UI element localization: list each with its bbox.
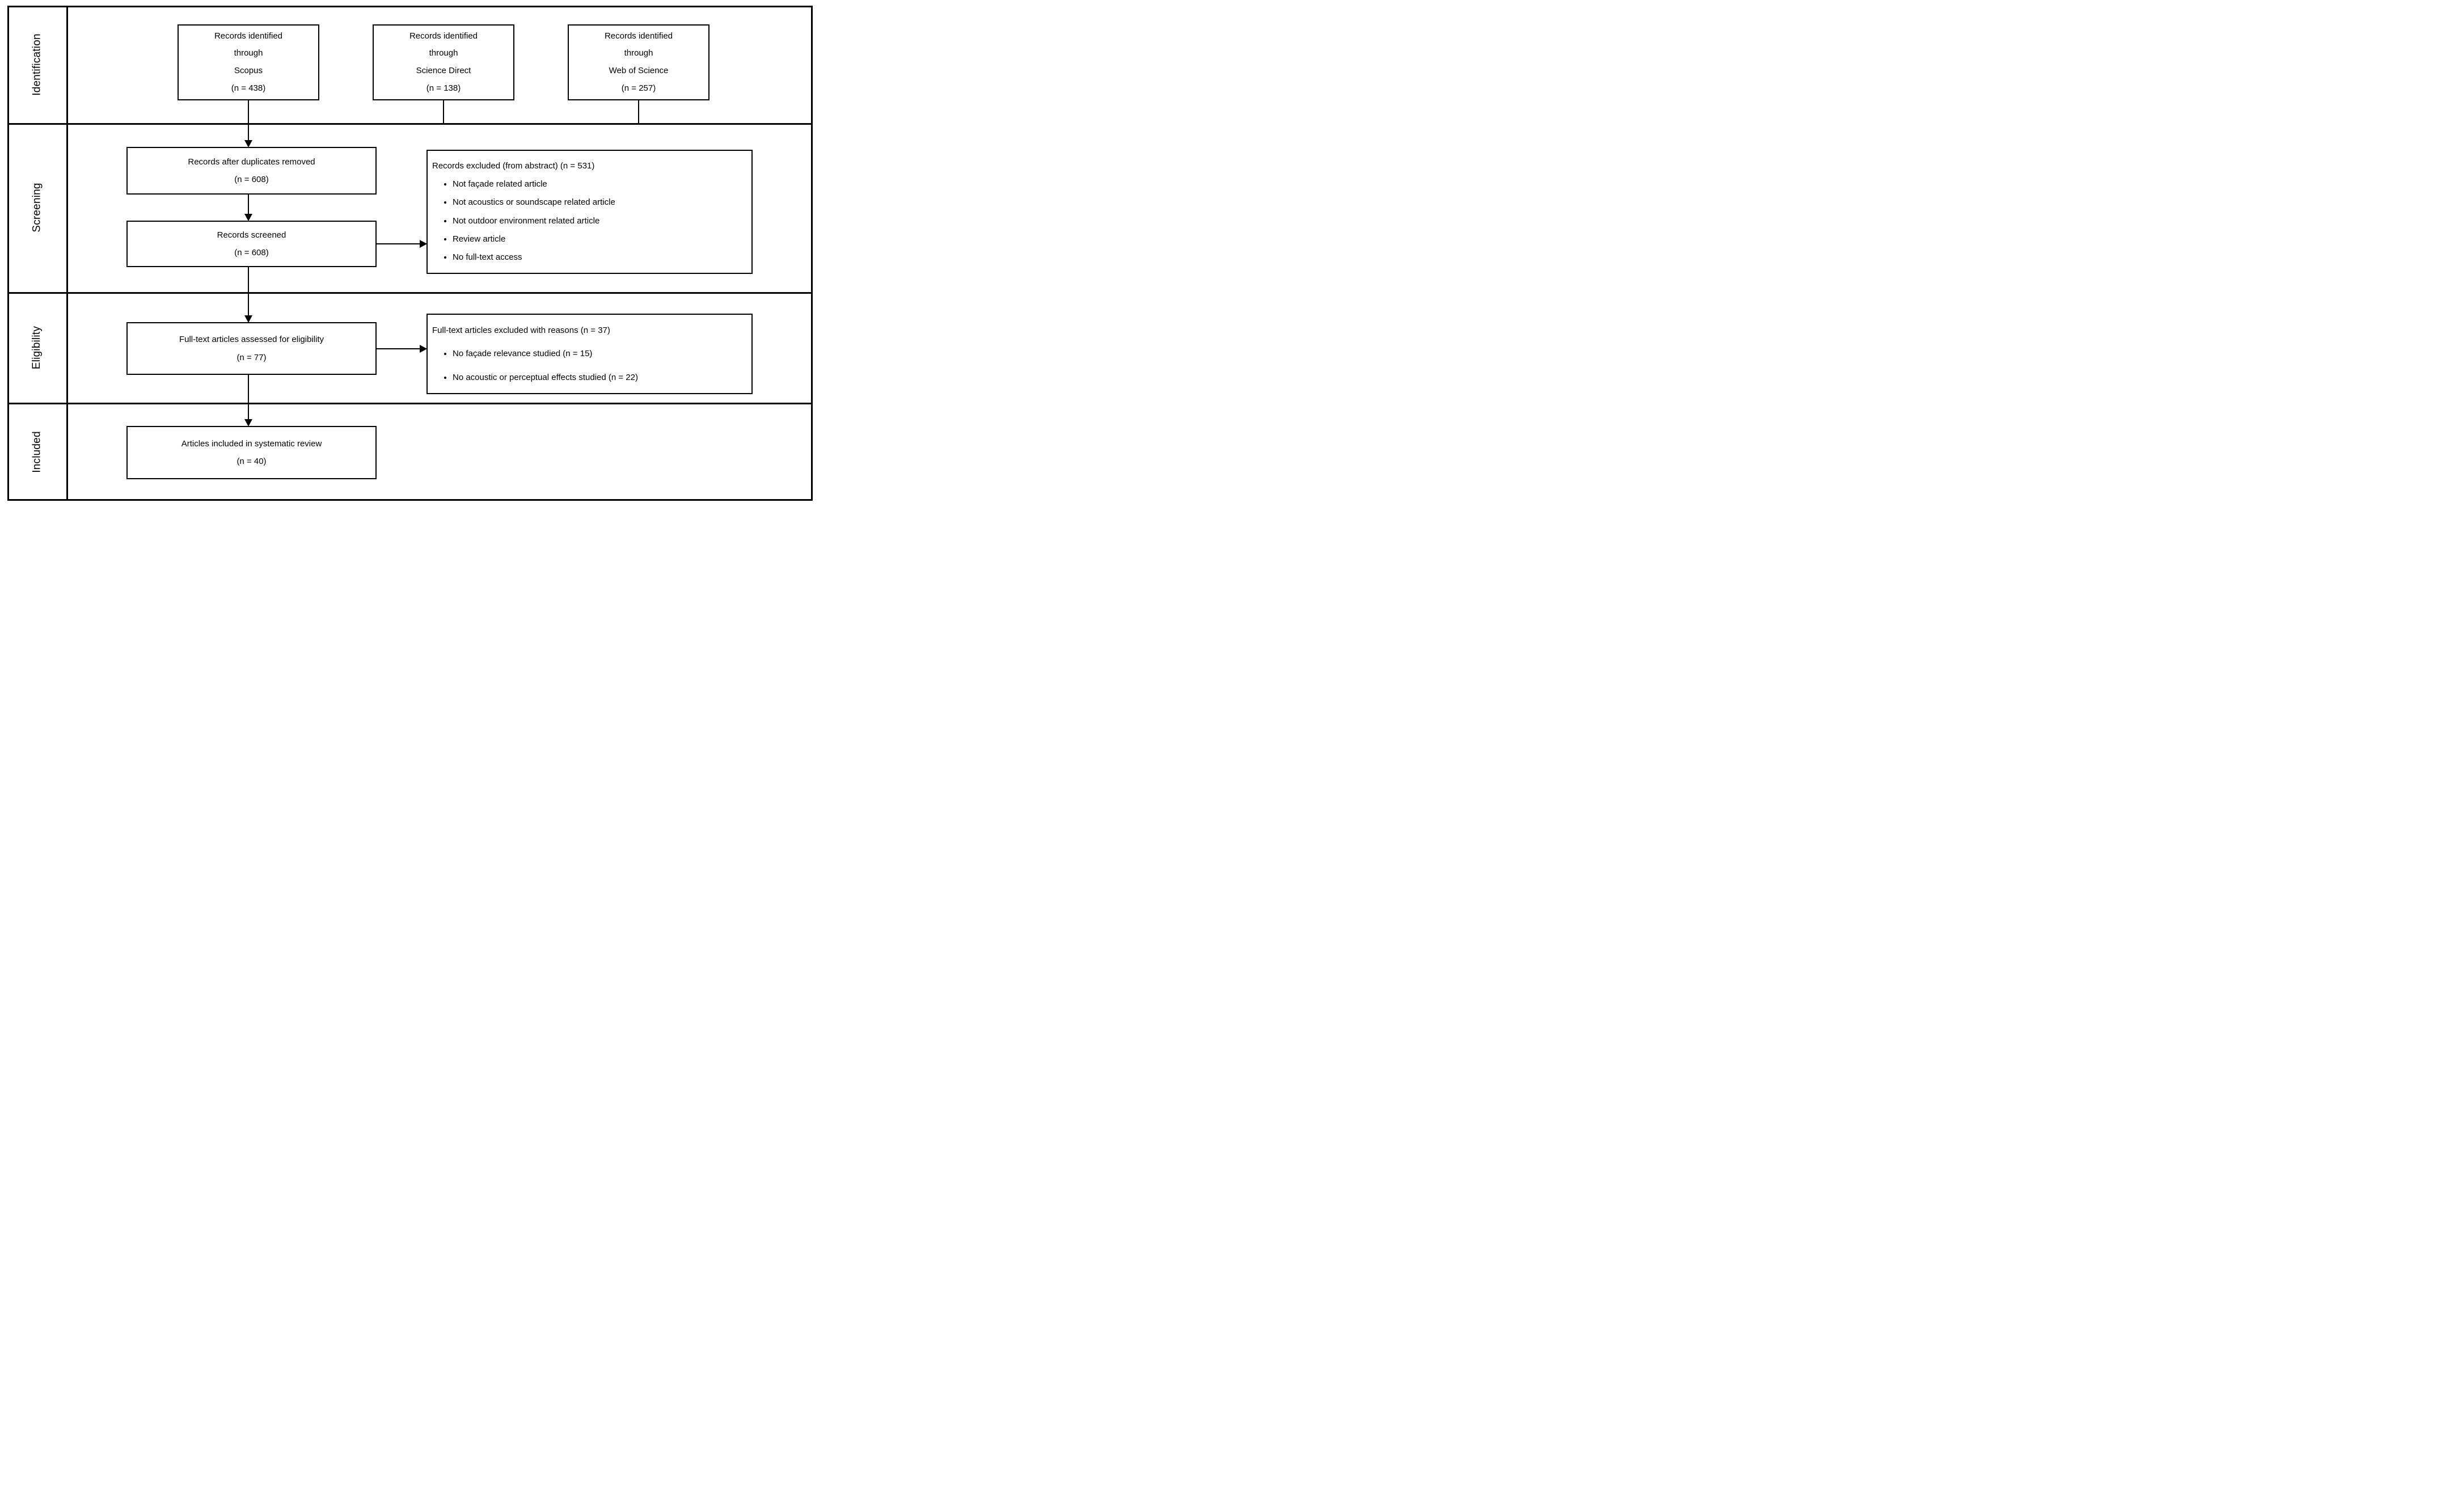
box-count-line: (n = 138) [426,83,461,93]
connector-fulltext-to-included [248,375,249,420]
stage-label-text: Screening [31,183,43,233]
box-text-line: Records identified [409,31,478,41]
excluded-bullet: No façade relevance studied (n = 15) [453,342,746,365]
box-records-excluded: Records excluded (from abstract) (n = 53… [426,150,753,274]
box-text-line: Science Direct [416,66,471,75]
stage-label-text: Eligibility [31,326,43,369]
stage-label-included: Included [7,403,67,501]
connector-screened-to-fulltext [248,267,249,316]
excluded-bullet: Not façade related article [453,175,746,193]
stage-column-divider [66,6,68,501]
box-text-line: Web of Science [609,66,669,75]
stage-label-identification: Identification [7,6,67,123]
connector-web-of-science-down [638,100,639,124]
box-records-screened: Records screened (n = 608) [126,221,377,267]
excluded-bullet-list: No façade relevance studied (n = 15) No … [432,342,746,389]
excluded-title: Records excluded (from abstract) (n = 53… [432,161,595,171]
divider-eligibility-included [7,403,813,404]
connector-scopus-down [248,100,249,124]
stage-label-eligibility: Eligibility [7,292,67,403]
arrow-down-icon [244,140,252,147]
arrow-down-icon [244,419,252,426]
box-count-line: (n = 608) [234,248,269,257]
box-text-line: Full-text articles assessed for eligibil… [179,335,324,344]
excluded-title: Full-text articles excluded with reasons… [432,326,610,336]
connector-duplicates-to-screened [248,195,249,214]
box-records-identified-scopus: Records identified through Scopus (n = 4… [178,24,319,100]
excluded-bullet: No full-text access [453,248,746,267]
arrow-right-icon [420,345,427,353]
connector-science-direct-down [443,100,444,124]
box-text-line: Records identified [214,31,283,41]
box-count-line: (n = 257) [621,83,656,93]
box-duplicates-removed: Records after duplicates removed (n = 60… [126,147,377,195]
divider-screening-eligibility [7,292,813,294]
excluded-bullet: Not outdoor environment related article [453,212,746,230]
box-text-line: through [624,48,653,58]
stage-label-text: Included [31,430,43,473]
excluded-bullet-list: Not façade related article Not acoustics… [432,175,746,267]
arrow-down-icon [244,214,252,221]
prisma-flow-diagram: Identification Screening Eligibility Inc… [0,0,820,504]
box-text-line: Records after duplicates removed [188,157,315,167]
box-text-line: Records screened [217,230,286,240]
box-count-line: (n = 438) [231,83,266,93]
box-articles-included: Articles included in systematic review (… [126,426,377,479]
box-text-line: through [429,48,458,58]
arrow-down-icon [244,315,252,323]
box-count-line: (n = 608) [234,175,269,184]
stage-label-screening: Screening [7,123,67,292]
box-text-line: through [234,48,263,58]
box-text-line: Records identified [604,31,673,41]
arrow-right-icon [420,240,427,248]
box-count-line: (n = 77) [236,352,267,362]
box-fulltext-excluded: Full-text articles excluded with reasons… [426,314,753,394]
box-records-identified-web-of-science: Records identified through Web of Scienc… [568,24,709,100]
diagram-outer-border [7,6,813,501]
box-count-line: (n = 40) [236,457,267,466]
connector-fulltext-to-excluded [377,348,420,349]
box-text-line: Scopus [234,66,263,75]
box-fulltext-assessed: Full-text articles assessed for eligibil… [126,322,377,375]
excluded-bullet: No acoustic or perceptual effects studie… [453,366,746,389]
excluded-bullet: Not acoustics or soundscape related arti… [453,193,746,212]
connector-to-duplicates [248,124,249,141]
box-text-line: Articles included in systematic review [181,438,322,449]
divider-identification-screening [7,123,813,125]
box-records-identified-science-direct: Records identified through Science Direc… [373,24,514,100]
stage-label-text: Identification [31,33,43,96]
connector-screened-to-excluded [377,243,420,244]
excluded-bullet: Review article [453,230,746,248]
